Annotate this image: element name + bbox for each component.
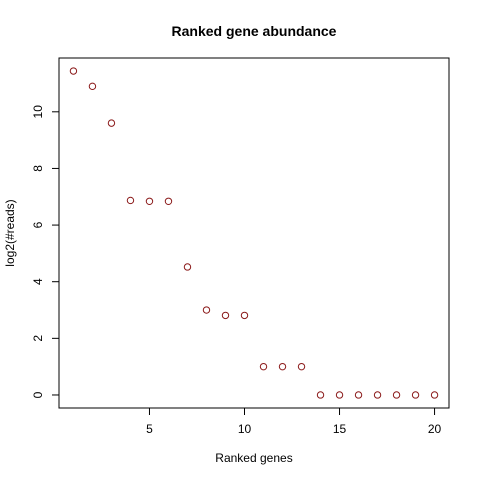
data-point (278, 362, 287, 371)
data-point (373, 391, 382, 399)
y-tick-label: 6 (31, 221, 45, 228)
y-tick-label: 0 (31, 391, 45, 398)
data-point (88, 82, 97, 91)
x-tick-label: 10 (238, 422, 252, 436)
data-point (354, 391, 363, 399)
x-axis-label: Ranked genes (215, 451, 292, 465)
data-point (145, 197, 154, 205)
x-axis: 5 10 15 20 (146, 407, 442, 436)
y-tick-label: 10 (31, 105, 45, 119)
y-tick-label: 2 (31, 335, 45, 342)
data-point (335, 391, 344, 399)
data-point (430, 391, 439, 399)
y-tick-label: 8 (31, 165, 45, 172)
data-point (126, 196, 135, 205)
data-point (259, 362, 268, 371)
y-axis-label: log2(#reads) (3, 199, 17, 266)
chart-title: Ranked gene abundance (172, 23, 337, 39)
data-point (316, 391, 325, 399)
data-point (164, 197, 173, 205)
x-tick-label: 15 (333, 422, 347, 436)
data-point (69, 67, 78, 75)
y-tick-label: 4 (31, 278, 45, 285)
data-point (297, 362, 306, 371)
data-point (392, 391, 401, 399)
data-point (183, 263, 192, 271)
data-point (107, 119, 116, 127)
data-point (221, 311, 230, 320)
data-point (240, 311, 249, 320)
x-tick-label: 5 (146, 422, 153, 436)
data-points (69, 67, 439, 399)
plot-frame (58, 57, 450, 409)
x-tick-label: 20 (428, 422, 442, 436)
data-point (202, 306, 211, 314)
y-axis: 0 2 4 6 8 10 (31, 105, 60, 398)
data-point (411, 391, 420, 399)
